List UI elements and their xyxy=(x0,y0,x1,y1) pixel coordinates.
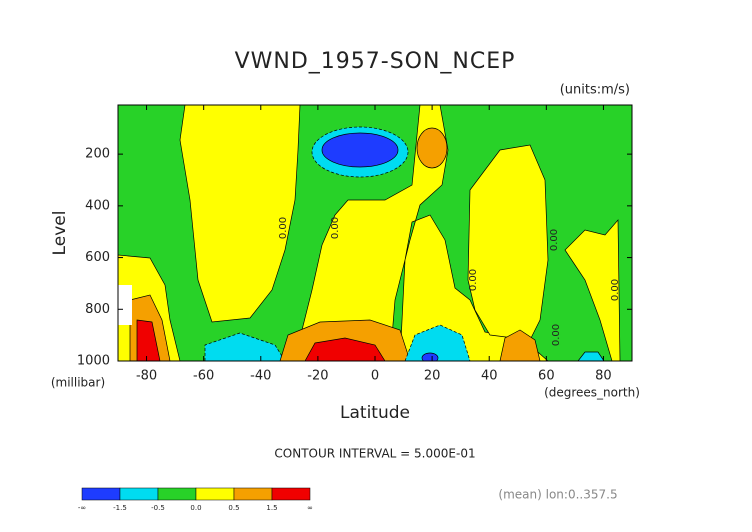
region xyxy=(136,319,161,361)
region xyxy=(204,332,286,361)
units-label: (units:m/s) xyxy=(560,83,630,98)
contour-field xyxy=(117,104,633,362)
x-tick-label: 40 xyxy=(481,369,498,384)
x-tick-label: -40 xyxy=(250,369,271,384)
x-tick-label: 20 xyxy=(424,369,441,384)
contour-interval: CONTOUR INTERVAL = 5.000E-01 xyxy=(274,447,475,461)
colorbar-label: -0.5 xyxy=(151,504,165,512)
missing-region xyxy=(118,285,132,325)
colorbar-label: -∞ xyxy=(78,504,86,512)
x-unit-label: (degrees_north) xyxy=(544,386,640,400)
colorbar-label: 1.5 xyxy=(266,504,277,512)
colorbar-box xyxy=(157,487,197,501)
y-tick-label: 600 xyxy=(85,250,110,265)
x-tick-label: 60 xyxy=(538,369,555,384)
x-tick-label: -60 xyxy=(193,369,214,384)
colorbar-box xyxy=(233,487,273,501)
region xyxy=(564,219,621,361)
contour-label: 0.00 xyxy=(551,324,562,346)
colorbar-box xyxy=(119,487,159,501)
region xyxy=(467,144,549,341)
region xyxy=(404,324,471,361)
region xyxy=(421,352,439,361)
y-tick-label: 200 xyxy=(85,147,110,162)
region xyxy=(416,127,448,169)
footnote: (mean) lon:0..357.5 xyxy=(498,488,617,502)
colorbar-label: 0.5 xyxy=(228,504,239,512)
x-tick-label: -20 xyxy=(307,369,328,384)
contour-label: 0.00 xyxy=(610,279,621,301)
region xyxy=(577,351,605,361)
contour-label: 0.00 xyxy=(549,229,560,251)
colorbar-box xyxy=(271,487,311,501)
contour-label: 0.00 xyxy=(330,217,341,239)
colorbar-label: 0.0 xyxy=(190,504,201,512)
region xyxy=(499,329,541,361)
regions xyxy=(118,105,632,361)
region xyxy=(304,337,386,361)
colorbar-label: ∞ xyxy=(307,504,313,512)
y-tick-label: 1000 xyxy=(77,354,110,369)
x-tick-label: -80 xyxy=(136,369,157,384)
contour-label: 0.00 xyxy=(278,217,289,239)
region xyxy=(321,132,399,168)
x-tick-label: 0 xyxy=(371,369,379,384)
y-tick-label: 400 xyxy=(85,198,110,213)
y-tick-label: 800 xyxy=(85,302,110,317)
colorbar-box xyxy=(81,487,121,501)
x-axis-label: Latitude xyxy=(340,403,410,423)
y-axis-label: Level xyxy=(50,211,70,256)
x-tick-label: 80 xyxy=(595,369,612,384)
colorbar-label: -1.5 xyxy=(113,504,127,512)
y-unit-label: (millibar) xyxy=(51,376,105,390)
contour-label: 0.00 xyxy=(468,269,479,291)
chart-title: VWND_1957-SON_NCEP xyxy=(235,49,516,74)
colorbar-box xyxy=(195,487,235,501)
